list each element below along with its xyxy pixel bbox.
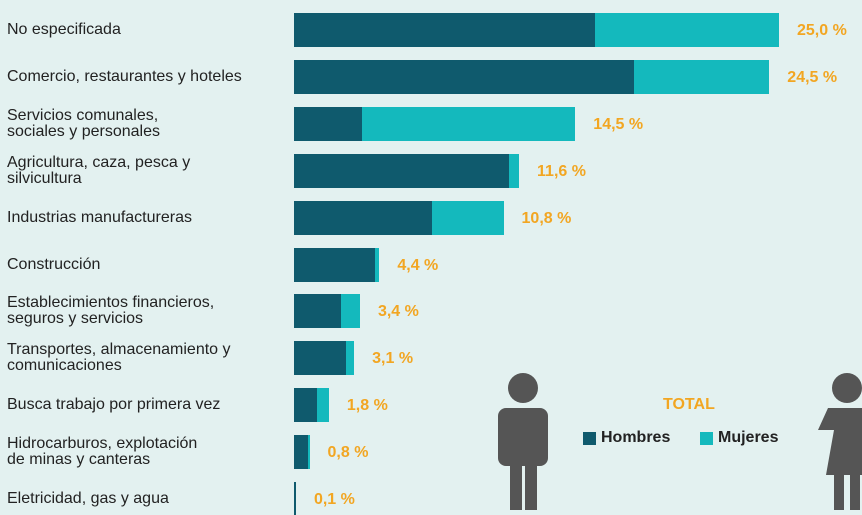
bar-segment [294, 435, 308, 470]
bar-segment [294, 13, 595, 47]
total-label: 3,1 % [372, 350, 414, 368]
category-label: Establecimientos financieros, seguros y … [7, 294, 215, 328]
bar-segment [340, 294, 360, 329]
bar-segment [294, 341, 347, 376]
legend-swatch [700, 432, 713, 445]
category-label: Eletricidad, gas y agua [7, 490, 169, 507]
bar-segment [594, 13, 779, 47]
category-label: Industrias manufactureras [7, 208, 192, 226]
category-label: Servicios comunales, sociales y personal… [7, 106, 160, 140]
legend-title: TOTAL [663, 396, 715, 413]
man-icon [498, 373, 548, 510]
bar-segment [294, 247, 376, 282]
bar-segment [509, 153, 520, 188]
bar-segment [294, 482, 296, 515]
bar-segment [307, 435, 310, 470]
bar-segment [317, 388, 329, 423]
bar-segment [361, 106, 576, 141]
category-label: Busca trabajo por primera vez [7, 396, 221, 414]
bar-segment [346, 341, 355, 376]
legend-label: Hombres [601, 429, 671, 446]
total-label: 3,4 % [377, 303, 419, 321]
category-label: Construcción [7, 255, 101, 273]
total-label: 0,1 % [313, 491, 355, 508]
total-label: 14,5 % [593, 115, 644, 133]
legend-label: Mujeres [718, 429, 779, 446]
legend-swatch [583, 432, 596, 445]
total-label: 0,8 % [327, 444, 369, 462]
bar-segment [294, 153, 510, 188]
woman-icon [818, 373, 862, 510]
bar-segment [294, 200, 432, 235]
total-label: 25,0 % [797, 22, 847, 39]
bar-segment [431, 200, 504, 235]
bar-segment [633, 59, 770, 94]
total-label: 4,4 % [397, 256, 439, 274]
category-label: Comercio, restaurantes y hoteles [7, 67, 242, 85]
total-label: 11,6 % [537, 162, 586, 180]
category-label: Agricultura, caza, pesca y silvicultura [7, 153, 191, 187]
bar-segment [294, 388, 318, 423]
bar-segment [375, 247, 380, 282]
total-label: 24,5 % [787, 68, 838, 86]
bar-segment [294, 59, 634, 94]
bar-segment [294, 294, 341, 329]
category-label: Hidrocarburos, explotación de minas y ca… [7, 435, 198, 469]
bar-segment [294, 106, 362, 141]
total-label: 1,8 % [346, 397, 388, 415]
total-label: 10,8 % [521, 209, 572, 227]
category-label: Transportes, almacenamiento y comunicaci… [7, 341, 231, 375]
category-label: No especificada [7, 21, 121, 38]
